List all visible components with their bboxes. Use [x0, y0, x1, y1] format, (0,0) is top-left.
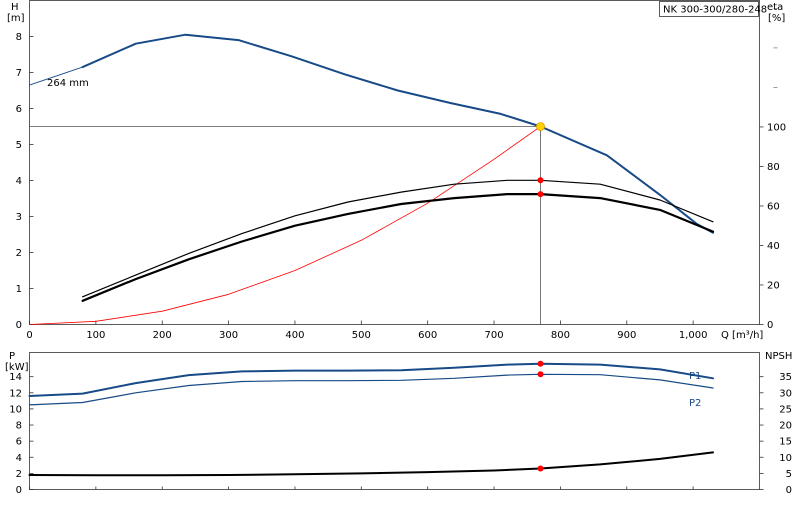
- p-tick-label: 2: [16, 469, 22, 480]
- top-right-axis-label: eta: [767, 2, 783, 13]
- x-tick-label: 1,000: [679, 330, 708, 341]
- x-tick-label: 600: [418, 330, 437, 341]
- p-tick-label: 10: [9, 404, 22, 415]
- bottom-plot-frame: [29, 352, 760, 490]
- eta-tick-label: 60: [767, 201, 780, 212]
- p-tick-label: 14: [9, 372, 22, 383]
- h-tick-label: 2: [16, 248, 22, 259]
- operating-point-marker: [537, 191, 544, 198]
- chart-title: NK 300-300/280-248: [663, 5, 767, 16]
- series-p1: [28, 362, 714, 397]
- x-tick-label: 0: [26, 330, 32, 341]
- p-tick-label: 6: [16, 437, 22, 448]
- h-tick-label: 4: [16, 176, 22, 187]
- operating-point-markers: [536, 122, 545, 472]
- npsh-tick-label: 25: [779, 404, 792, 415]
- operating-point-marker: [537, 360, 544, 367]
- p-tick-label: 0: [16, 485, 22, 496]
- npsh-tick-label: 0: [786, 485, 792, 496]
- top-axes: 0 100 200 300 400 500 600 700 800 900 1,0000123456…: [16, 8, 786, 341]
- top-left-axis-label: H: [11, 2, 19, 13]
- npsh-tick-label: 35: [779, 372, 792, 383]
- eta-tick-label: 0: [767, 320, 773, 331]
- bottom-left-axis-unit: [kW]: [5, 362, 29, 373]
- operating-point-marker: [537, 371, 544, 378]
- eta-tick-label: 20: [767, 280, 780, 291]
- h-tick-label: 6: [16, 104, 22, 115]
- series-system-curve: [29, 126, 541, 325]
- p-tick-label: 4: [16, 453, 22, 464]
- x-tick-label: 500: [352, 330, 371, 341]
- x-tick-label: 400: [285, 330, 304, 341]
- legend-p2: P2: [689, 398, 701, 409]
- legend-p1: P1: [689, 371, 701, 382]
- x-tick-label: 700: [484, 330, 503, 341]
- series-eta-p1: [81, 179, 714, 298]
- bottom-axes: 0 2 4 6 8 10 12 14 0 5 10 15 20 25 30 35: [9, 372, 792, 496]
- series-npsh: [28, 451, 714, 477]
- series-eta-p2: [81, 193, 715, 302]
- npsh-tick-label: 30: [779, 388, 792, 399]
- h-tick-label: 1: [16, 284, 22, 295]
- x-tick-label: 200: [153, 330, 172, 341]
- eta-tick-label: 40: [767, 241, 780, 252]
- x-tick-label: 100: [86, 330, 105, 341]
- top-left-axis-unit: [m]: [7, 13, 25, 24]
- h-tick-label: 7: [16, 68, 22, 79]
- series-p2: [28, 373, 714, 406]
- top-series: [29, 33, 715, 325]
- h-tick-label: 3: [16, 212, 22, 223]
- operating-point-marker: [536, 122, 545, 131]
- h-tick-label: 8: [16, 32, 22, 43]
- x-axis-label: Q [m³/h]: [721, 330, 763, 341]
- x-tick-label: 300: [219, 330, 238, 341]
- x-tick-label: 800: [551, 330, 570, 341]
- bottom-left-axis-label: P: [9, 351, 15, 362]
- h-tick-label: 5: [16, 140, 22, 151]
- top-right-axis-unit: [%]: [768, 13, 785, 24]
- eta-tick-label: 100: [767, 122, 786, 133]
- top-plot-frame: [29, 0, 760, 325]
- h-tick-label: 0: [16, 320, 22, 331]
- npsh-tick-label: 15: [779, 437, 792, 448]
- operating-point-marker: [537, 177, 544, 184]
- series-head-thin: [29, 66, 84, 86]
- eta-tick-label: 80: [767, 162, 780, 173]
- title-box: [659, 1, 759, 17]
- npsh-tick-label: 10: [779, 453, 792, 464]
- npsh-tick-label: 5: [786, 469, 792, 480]
- series-head: [81, 33, 714, 234]
- p-tick-label: 8: [16, 421, 22, 432]
- bottom-right-axis-label: NPSH: [765, 351, 792, 362]
- p-tick-label: 12: [9, 388, 22, 399]
- x-tick-label: 900: [617, 330, 636, 341]
- impeller-label: 264 mm: [47, 78, 89, 89]
- operating-point-marker: [537, 465, 544, 472]
- npsh-tick-label: 20: [779, 421, 792, 432]
- bottom-series: [28, 362, 714, 477]
